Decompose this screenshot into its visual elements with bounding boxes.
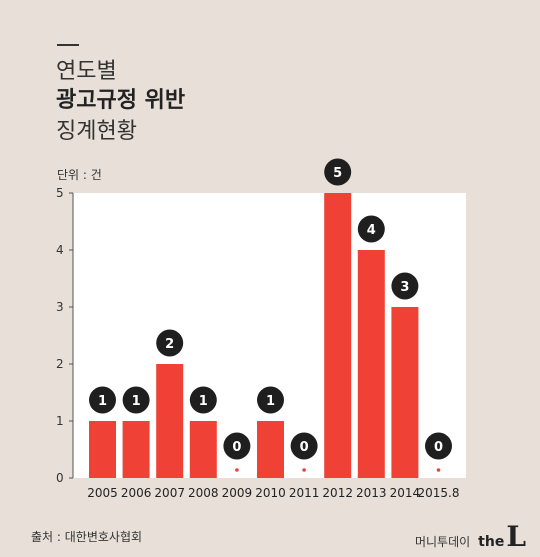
y-tick-label: 1 bbox=[56, 414, 64, 428]
data-label-bubble bbox=[122, 386, 150, 414]
data-label: 1 bbox=[266, 394, 275, 409]
title-line-2: 광고규정 위반 bbox=[56, 88, 186, 113]
y-tick-label: 4 bbox=[56, 243, 64, 257]
data-label-bubble bbox=[357, 215, 385, 243]
source-note: 출처 : 대한변호사협회 bbox=[31, 530, 143, 544]
zero-marker bbox=[302, 468, 306, 472]
data-label: 1 bbox=[132, 394, 141, 409]
brand-the: the bbox=[478, 534, 505, 550]
data-label-bubble bbox=[223, 432, 251, 460]
data-label-bubble bbox=[156, 329, 184, 357]
data-label-bubble bbox=[189, 386, 217, 414]
bar bbox=[257, 421, 284, 478]
data-label: 0 bbox=[300, 440, 309, 455]
x-tick-label: 2011 bbox=[289, 486, 320, 500]
title-line-1: 연도별 bbox=[56, 59, 117, 84]
title-rule bbox=[57, 44, 79, 46]
data-label-bubble bbox=[89, 386, 116, 414]
zero-marker bbox=[436, 468, 441, 472]
brand-logo: 머니투데이 the L bbox=[415, 520, 526, 553]
data-label: 1 bbox=[98, 394, 107, 409]
data-label-bubble bbox=[425, 432, 452, 460]
x-tick-label: 2015.8 bbox=[418, 486, 460, 500]
zero-marker bbox=[235, 468, 239, 472]
data-label: 4 bbox=[367, 223, 376, 238]
title-line-3: 징계현황 bbox=[56, 119, 137, 144]
bar bbox=[156, 364, 184, 478]
brand-l: L bbox=[506, 520, 526, 553]
data-label: 1 bbox=[199, 394, 208, 409]
x-tick-label: 2010 bbox=[255, 486, 286, 500]
y-tick-label: 2 bbox=[56, 357, 64, 371]
data-label-bubble bbox=[257, 386, 284, 414]
bar bbox=[324, 193, 352, 478]
bar bbox=[391, 307, 419, 478]
y-tick-label: 5 bbox=[56, 186, 64, 200]
data-label: 5 bbox=[333, 166, 342, 181]
data-label: 2 bbox=[165, 337, 174, 352]
x-tick-label: 2013 bbox=[356, 486, 387, 500]
data-label: 3 bbox=[400, 280, 409, 295]
x-tick-label: 2008 bbox=[188, 486, 219, 500]
y-tick-label: 3 bbox=[56, 300, 64, 314]
data-label-bubble bbox=[324, 158, 352, 186]
unit-label: 단위 : 건 bbox=[57, 168, 102, 182]
x-tick-label: 2005 bbox=[87, 486, 118, 500]
x-tick-label: 2012 bbox=[322, 486, 353, 500]
bar bbox=[189, 421, 217, 478]
bar bbox=[122, 421, 150, 478]
bar bbox=[357, 250, 385, 478]
brand-name: 머니투데이 bbox=[414, 535, 471, 549]
data-label: 0 bbox=[434, 440, 443, 455]
data-label-bubble bbox=[290, 432, 318, 460]
x-tick-label: 2014 bbox=[390, 486, 421, 500]
y-tick-label: 0 bbox=[56, 471, 64, 485]
x-tick-label: 2006 bbox=[121, 486, 152, 500]
x-tick-label: 2009 bbox=[222, 486, 253, 500]
data-label: 0 bbox=[232, 440, 241, 455]
x-tick-label: 2007 bbox=[154, 486, 185, 500]
data-label-bubble bbox=[391, 272, 419, 300]
bar bbox=[89, 421, 116, 478]
